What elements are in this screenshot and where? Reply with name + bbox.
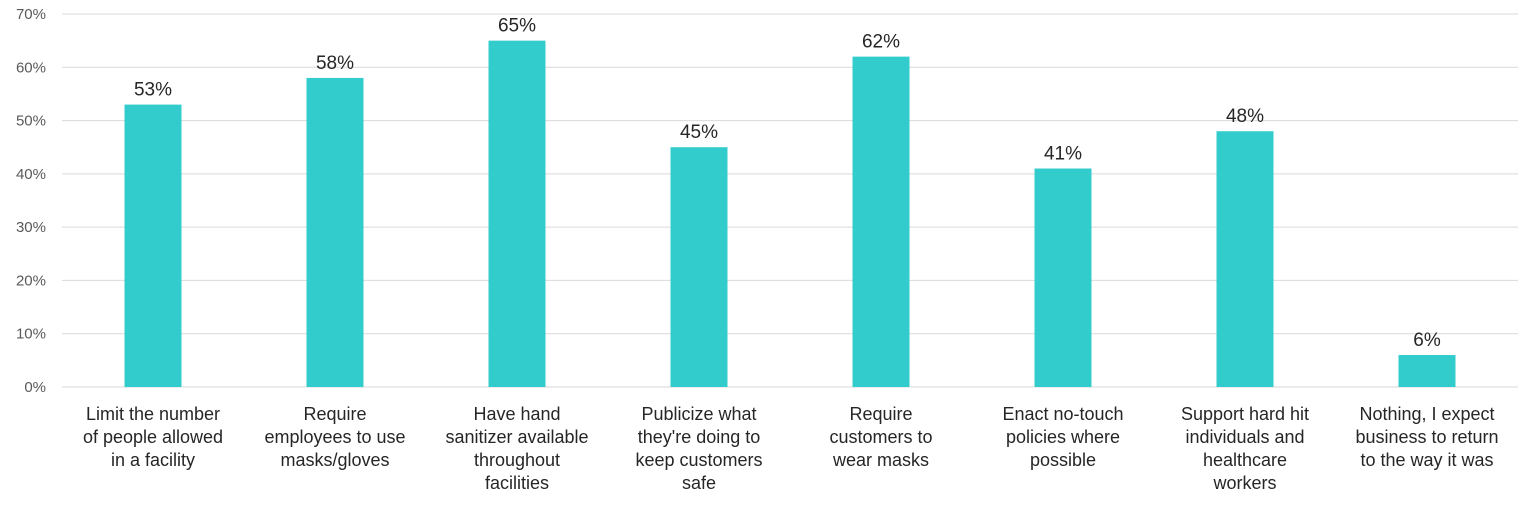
category-label: Require employees to use masks/gloves <box>264 404 405 470</box>
data-label: 6% <box>1413 330 1441 351</box>
bar <box>670 147 728 387</box>
data-label: 53% <box>134 80 172 101</box>
category-label: Limit the number of people allowed in a fa… <box>83 404 223 470</box>
data-label: 48% <box>1226 106 1264 127</box>
bar <box>306 77 364 387</box>
bar <box>1216 131 1274 387</box>
y-tick-label: 30% <box>16 219 46 236</box>
y-tick-label: 40% <box>16 166 46 183</box>
y-tick-label: 60% <box>16 59 46 76</box>
category-label: Publicize what they're doing to keep custo… <box>635 404 762 493</box>
bar <box>124 104 182 387</box>
data-label: 41% <box>1044 144 1082 165</box>
bar <box>1034 168 1092 387</box>
y-tick-label: 20% <box>16 272 46 289</box>
bar <box>852 56 910 387</box>
y-tick-label: 10% <box>16 326 46 343</box>
data-label: 58% <box>316 53 354 74</box>
data-label: 62% <box>862 32 900 53</box>
y-tick-label: 70% <box>16 6 46 23</box>
bar <box>1398 355 1456 387</box>
category-label: Support hard hit individuals and healthcar… <box>1181 404 1309 493</box>
data-label: 45% <box>680 122 718 143</box>
category-label: Have hand sanitizer available throughout fa… <box>445 404 588 493</box>
data-label: 65% <box>498 16 536 37</box>
y-tick-label: 50% <box>16 113 46 130</box>
y-tick-label: 0% <box>24 379 46 396</box>
category-label: Nothing, I expect business to return to th… <box>1355 404 1498 470</box>
category-label: Require customers to wear masks <box>829 404 932 470</box>
category-label: Enact no-touch policies where possible <box>1002 404 1123 470</box>
bar <box>488 40 546 388</box>
